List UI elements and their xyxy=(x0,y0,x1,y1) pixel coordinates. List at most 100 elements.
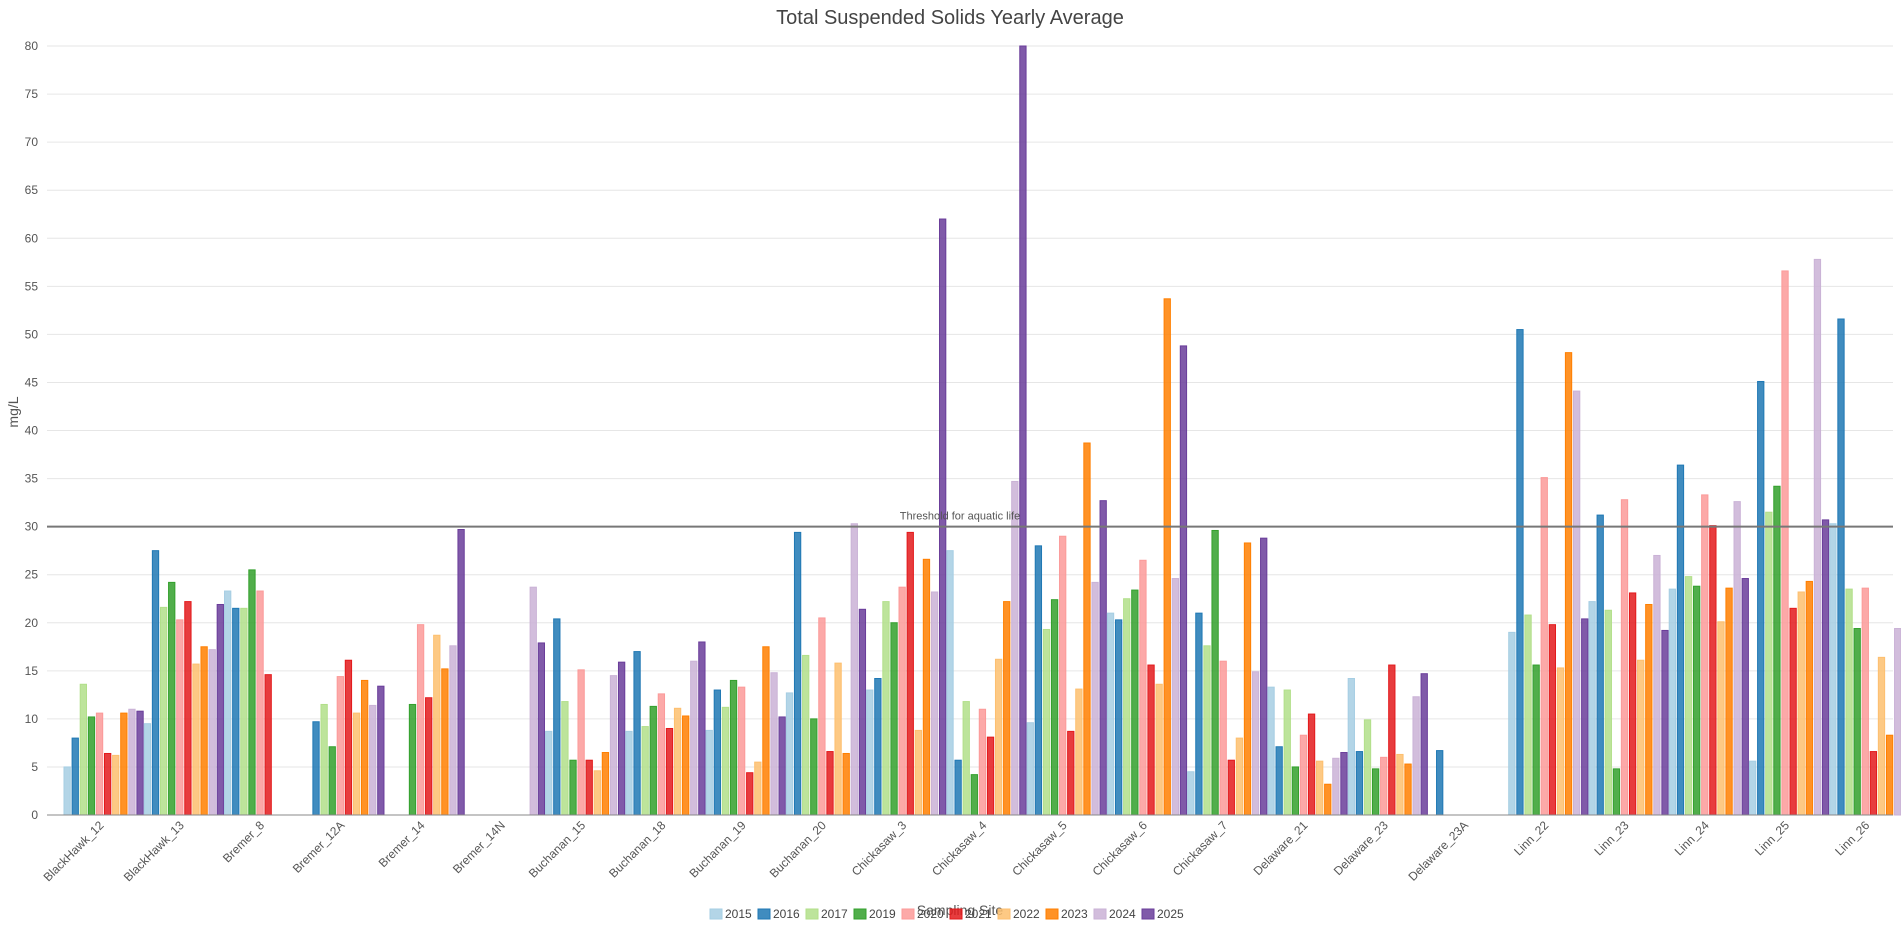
bar-Chickasaw_3-2017[interactable] xyxy=(882,601,890,816)
bar-Linn_24-2022[interactable] xyxy=(1717,621,1725,816)
bar-Chickasaw_5-2015[interactable] xyxy=(1026,722,1034,816)
bar-Delaware_23-2023[interactable] xyxy=(1404,763,1412,816)
bar-Linn_23-2015[interactable] xyxy=(1588,601,1596,816)
bar-Buchanan_18-2021[interactable] xyxy=(665,727,674,816)
bar-Linn_23-2022[interactable] xyxy=(1637,659,1645,816)
bar-Linn_23-2021[interactable] xyxy=(1628,592,1637,816)
bar-Buchanan_20-2025[interactable] xyxy=(858,608,867,816)
bar-Chickasaw_4-2021[interactable] xyxy=(986,736,995,816)
bar-Delaware_21-2015[interactable] xyxy=(1267,686,1275,816)
legend-item-2024[interactable]: 2024 xyxy=(1093,907,1136,921)
bar-BlackHawk_13-2016[interactable] xyxy=(151,550,160,816)
bar-Linn_23-2024[interactable] xyxy=(1653,554,1661,816)
bar-Bremer_14N-2025[interactable] xyxy=(537,642,546,816)
legend-item-2022[interactable]: 2022 xyxy=(997,907,1040,921)
bar-Bremer_12A-2024[interactable] xyxy=(369,704,377,816)
bar-Bremer_8-2017[interactable] xyxy=(240,607,248,816)
bar-Chickasaw_6-2021[interactable] xyxy=(1147,664,1155,816)
bar-Delaware_23-2022[interactable] xyxy=(1396,753,1404,816)
bar-BlackHawk_12-2023[interactable] xyxy=(120,712,128,816)
bar-Chickasaw_3-2016[interactable] xyxy=(874,678,882,816)
bar-Buchanan_19-2021[interactable] xyxy=(746,772,754,816)
bar-Chickasaw_7-2017[interactable] xyxy=(1203,645,1211,816)
bar-Delaware_21-2022[interactable] xyxy=(1316,760,1324,816)
bar-BlackHawk_13-2022[interactable] xyxy=(192,663,200,816)
legend-item-2023[interactable]: 2023 xyxy=(1045,907,1088,921)
bar-Chickasaw_4-2020[interactable] xyxy=(978,708,987,816)
bar-Bremer_12A-2020[interactable] xyxy=(336,676,344,816)
bar-BlackHawk_12-2024[interactable] xyxy=(128,708,136,816)
bar-Linn_25-2020[interactable] xyxy=(1781,270,1789,816)
bar-Chickasaw_3-2021[interactable] xyxy=(906,531,914,816)
bar-Chickasaw_7-2024[interactable] xyxy=(1251,671,1260,816)
bar-Chickasaw_6-2025[interactable] xyxy=(1179,345,1188,816)
bar-Linn_25-2015[interactable] xyxy=(1748,760,1757,816)
bar-Chickasaw_5-2022[interactable] xyxy=(1075,688,1083,816)
bar-Bremer_12A-2019[interactable] xyxy=(328,746,336,816)
bar-Linn_23-2017[interactable] xyxy=(1604,609,1612,816)
legend-item-2021[interactable]: 2021 xyxy=(949,907,992,921)
bar-Chickasaw_4-2025[interactable] xyxy=(1019,45,1027,816)
legend-item-2020[interactable]: 2020 xyxy=(901,907,944,921)
bar-Buchanan_15-2021[interactable] xyxy=(585,759,593,816)
bar-Linn_26-2021[interactable] xyxy=(1869,751,1878,816)
bar-Chickasaw_7-2016[interactable] xyxy=(1195,612,1203,816)
bar-Linn_25-2025[interactable] xyxy=(1821,519,1830,816)
bar-Linn_22-2016[interactable] xyxy=(1516,329,1524,816)
legend-item-2025[interactable]: 2025 xyxy=(1141,907,1184,921)
bar-Chickasaw_4-2023[interactable] xyxy=(1003,601,1011,816)
bar-Chickasaw_3-2020[interactable] xyxy=(898,586,906,816)
bar-Buchanan_15-2024[interactable] xyxy=(609,675,618,816)
bar-Chickasaw_5-2025[interactable] xyxy=(1099,500,1107,816)
bar-Chickasaw_6-2015[interactable] xyxy=(1106,612,1115,816)
bar-Delaware_21-2024[interactable] xyxy=(1332,757,1340,816)
bar-Chickasaw_4-2019[interactable] xyxy=(970,774,978,816)
bar-Buchanan_19-2020[interactable] xyxy=(737,686,746,816)
bar-Delaware_23-2016[interactable] xyxy=(1355,751,1364,816)
bar-BlackHawk_12-2020[interactable] xyxy=(95,712,104,816)
bar-Bremer_12A-2025[interactable] xyxy=(377,685,385,816)
bar-Buchanan_20-2021[interactable] xyxy=(826,751,834,816)
bar-Chickasaw_6-2019[interactable] xyxy=(1131,589,1139,816)
bar-Buchanan_19-2024[interactable] xyxy=(770,672,778,816)
bar-Linn_25-2021[interactable] xyxy=(1789,607,1797,816)
bar-Buchanan_20-2020[interactable] xyxy=(818,617,826,816)
bar-Delaware_23-2015[interactable] xyxy=(1347,678,1355,816)
bar-Bremer_14N-2024[interactable] xyxy=(529,586,537,816)
bar-Linn_22-2023[interactable] xyxy=(1564,352,1573,816)
bar-Linn_26-2022[interactable] xyxy=(1877,656,1886,816)
bar-Chickasaw_3-2015[interactable] xyxy=(866,689,874,816)
bar-Buchanan_18-2022[interactable] xyxy=(673,707,682,816)
bar-Chickasaw_4-2017[interactable] xyxy=(962,701,970,816)
bar-Chickasaw_3-2019[interactable] xyxy=(890,622,898,816)
legend-item-2016[interactable]: 2016 xyxy=(757,907,800,921)
bar-BlackHawk_12-2017[interactable] xyxy=(79,683,87,816)
bar-Linn_22-2019[interactable] xyxy=(1532,664,1540,816)
bar-Bremer_14-2023[interactable] xyxy=(441,668,449,816)
bar-Buchanan_19-2019[interactable] xyxy=(729,679,738,816)
bar-BlackHawk_13-2023[interactable] xyxy=(200,646,208,816)
bar-Linn_24-2016[interactable] xyxy=(1676,464,1685,816)
bar-Linn_22-2015[interactable] xyxy=(1508,631,1516,816)
bar-Linn_26-2019[interactable] xyxy=(1853,628,1861,816)
bar-Buchanan_18-2017[interactable] xyxy=(641,726,649,816)
bar-Delaware_21-2020[interactable] xyxy=(1299,734,1308,816)
bar-Linn_26-2024[interactable] xyxy=(1894,628,1901,816)
bar-Buchanan_19-2017[interactable] xyxy=(721,706,730,816)
bar-Delaware_21-2023[interactable] xyxy=(1324,783,1332,816)
bar-Linn_24-2024[interactable] xyxy=(1733,501,1741,816)
bar-Bremer_8-2021[interactable] xyxy=(264,674,272,816)
bar-Buchanan_18-2016[interactable] xyxy=(633,651,641,816)
bar-Delaware_23-2021[interactable] xyxy=(1388,664,1396,816)
bar-Delaware_21-2021[interactable] xyxy=(1307,713,1316,816)
bar-Buchanan_20-2015[interactable] xyxy=(785,692,794,816)
bar-Buchanan_20-2017[interactable] xyxy=(802,654,810,816)
bar-Delaware_21-2019[interactable] xyxy=(1291,766,1300,816)
bar-Chickasaw_5-2019[interactable] xyxy=(1050,599,1059,816)
bar-Chickasaw_5-2020[interactable] xyxy=(1059,535,1067,816)
bar-Delaware_23-2025[interactable] xyxy=(1420,673,1428,816)
bar-Chickasaw_7-2023[interactable] xyxy=(1243,542,1252,816)
bar-Linn_25-2019[interactable] xyxy=(1773,485,1781,816)
bar-Bremer_12A-2021[interactable] xyxy=(344,659,353,816)
bar-Chickasaw_4-2024[interactable] xyxy=(1011,480,1019,816)
